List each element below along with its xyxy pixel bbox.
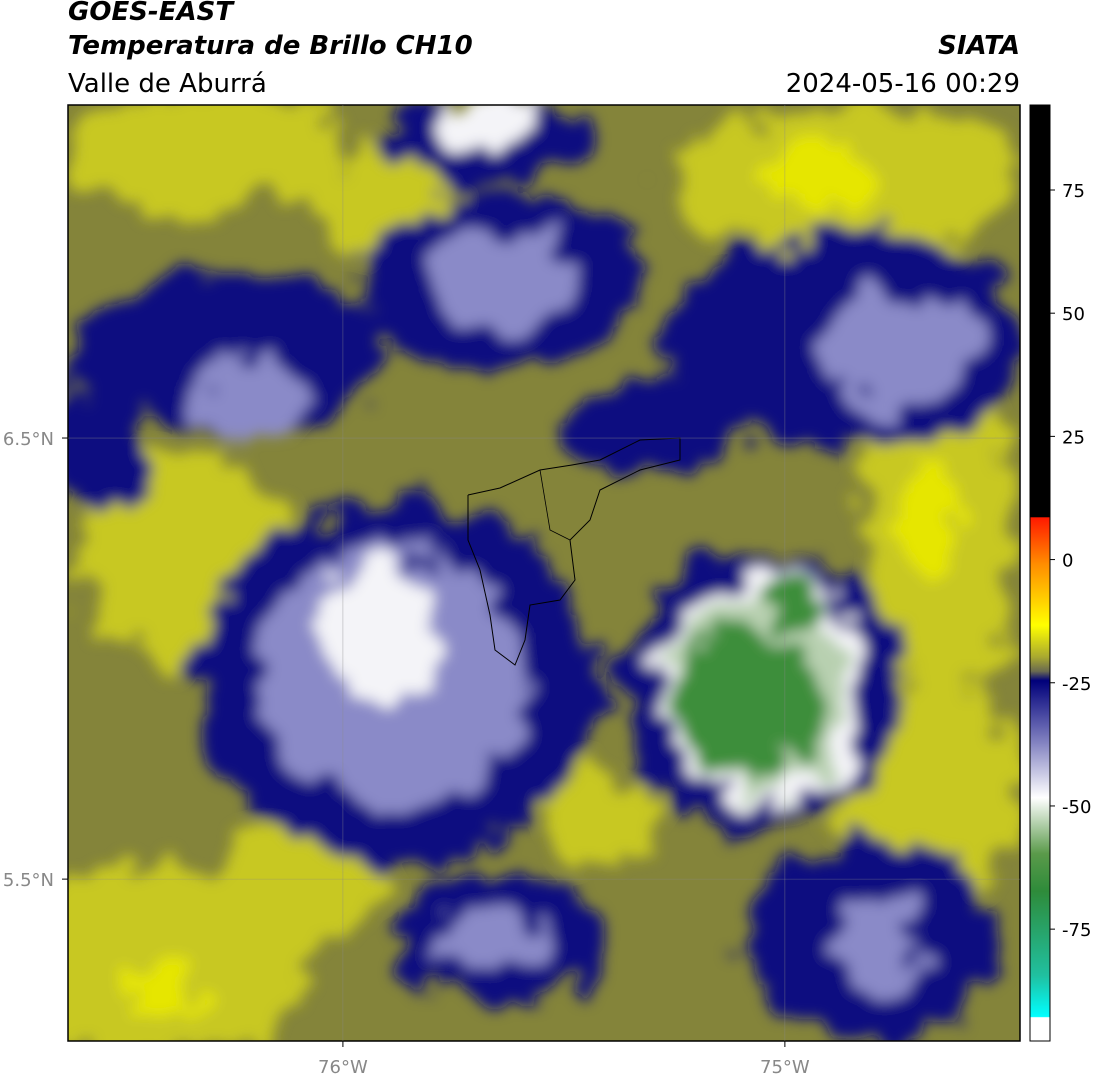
datetime: 2024-05-16 00:29 <box>786 69 1020 99</box>
x-tick-label: 75°W <box>760 1057 810 1078</box>
colorbar-tick-label: 50 <box>1062 304 1085 325</box>
region: Valle de Aburrá <box>68 69 267 99</box>
colorbar-tick-label: -25 <box>1062 674 1091 695</box>
x-tick-label: 76°W <box>318 1057 368 1078</box>
colorbar-tick-label: -75 <box>1062 920 1091 941</box>
y-tick-label: 6.5°N <box>3 429 54 450</box>
colorbar <box>1029 104 1051 1042</box>
title: GOES-EAST <box>68 0 235 27</box>
colorbar-tick-label: 25 <box>1062 427 1085 448</box>
map-frame <box>67 104 1021 1042</box>
satellite-image <box>68 105 1020 1041</box>
y-tick-label: 5.5°N <box>3 870 54 891</box>
source: SIATA <box>938 31 1020 61</box>
colorbar-tick-label: -50 <box>1062 797 1091 818</box>
subtitle: Temperatura de Brillo CH10 <box>68 31 473 61</box>
colorbar-tick-label: 75 <box>1062 181 1085 202</box>
colorbar-tick-label: 0 <box>1062 551 1073 572</box>
